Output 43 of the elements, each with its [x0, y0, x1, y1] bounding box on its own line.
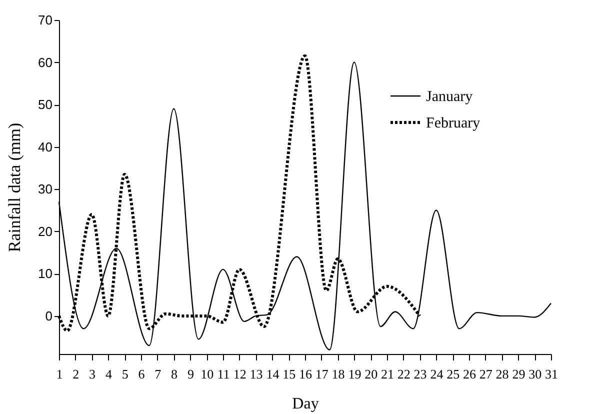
x-tick-label: 15	[282, 366, 296, 382]
x-tick-label: 18	[332, 366, 345, 382]
x-tick-label: 3	[89, 366, 96, 382]
x-tick-label: 20	[364, 366, 378, 382]
x-tick-label: 28	[496, 366, 509, 382]
legend-label: January	[426, 89, 474, 105]
x-tick-label: 8	[171, 366, 178, 382]
y-tick-label: 50	[38, 97, 52, 112]
x-tick-label: 12	[233, 366, 246, 382]
x-tick-label: 30	[528, 366, 542, 382]
y-tick-label: 70	[38, 12, 52, 28]
y-tick-label: 10	[38, 266, 52, 282]
x-tick-label: 2	[72, 366, 80, 382]
x-tick-label: 24	[430, 366, 444, 382]
x-tick-label: 27	[479, 366, 493, 382]
y-tick-label: 0	[45, 308, 52, 324]
y-tick-label: 40	[38, 139, 52, 154]
x-tick-label: 17	[315, 366, 329, 382]
x-tick-label: 31	[545, 366, 558, 382]
x-tick-label: 14	[266, 366, 280, 382]
x-tick-label: 11	[217, 366, 230, 382]
x-tick-label: 25	[446, 366, 460, 382]
x-tick-label: 7	[154, 366, 162, 382]
x-tick-label: 16	[299, 366, 312, 382]
y-tick-label: 60	[38, 54, 52, 70]
x-tick-label: 6	[138, 366, 146, 382]
y-axis-title: Rainfall data (mm)	[5, 122, 24, 252]
x-tick-label: 5	[122, 366, 128, 382]
x-tick-label: 1	[56, 366, 63, 382]
x-tick-label: 26	[463, 366, 476, 382]
x-axis-title: Day	[292, 396, 319, 412]
x-tick-label: 19	[348, 366, 362, 382]
x-tick-label: 22	[397, 366, 410, 382]
x-tick-label: 9	[187, 366, 194, 382]
legend-label: February	[426, 116, 481, 132]
x-tick-label: 21	[381, 366, 394, 382]
y-tick-label: 30	[38, 182, 52, 197]
x-tick-label: 13	[250, 366, 263, 382]
y-tick-label: 20	[38, 224, 52, 239]
x-tick-label: 29	[512, 366, 526, 382]
x-tick-label: 4	[105, 366, 112, 382]
x-tick-label: 10	[200, 366, 214, 382]
x-tick-label: 23	[414, 366, 427, 382]
